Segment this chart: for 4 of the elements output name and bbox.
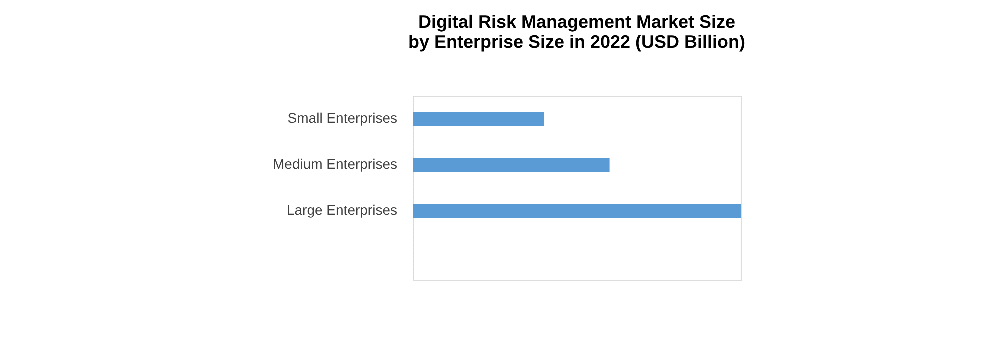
y-tick-label: Medium Enterprises bbox=[273, 156, 398, 172]
y-tick-label: Large Enterprises bbox=[286, 202, 398, 218]
chart-title: Digital Risk Management Market Size by Enterprise Size in 2022 (USD Billion) bbox=[408, 12, 746, 52]
y-tick-label: Small Enterprises bbox=[288, 110, 398, 126]
